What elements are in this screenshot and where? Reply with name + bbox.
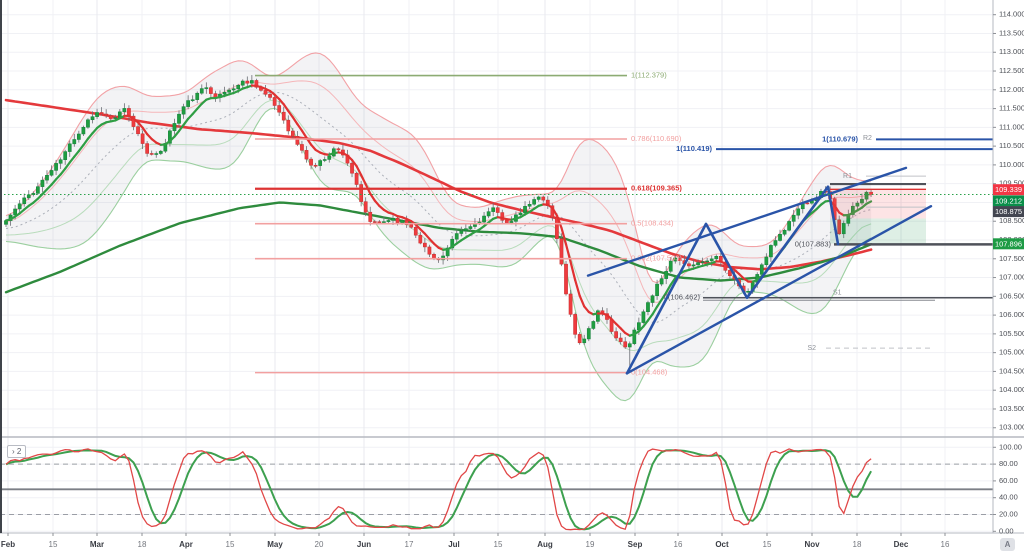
- time-tick-label: 15: [494, 540, 503, 549]
- price-tick-label: 110.000: [999, 160, 1024, 169]
- price-tick-label: 112.000: [999, 85, 1024, 94]
- price-tag-value: 109.212: [995, 196, 1022, 205]
- time-tick-label: Mar: [90, 540, 104, 549]
- blue-fib-label: 1(110.419): [676, 144, 712, 153]
- indicator-collapse-badge[interactable]: › 2: [7, 445, 27, 458]
- time-tick-label: Jun: [357, 540, 371, 549]
- price-tick-label: 107.000: [999, 273, 1024, 282]
- time-tick-label: Aug: [537, 540, 553, 549]
- price-tick-label: 103.500: [999, 404, 1024, 413]
- ma-100-green[interactable]: [4, 201, 873, 294]
- price-tick-label: 104.000: [999, 385, 1024, 394]
- osc-tick-label: 60.00: [999, 476, 1018, 485]
- support-zone[interactable]: [830, 218, 926, 244]
- price-tick-label: 103.000: [999, 423, 1024, 432]
- fib-level-label: 0.382(107.503): [631, 254, 682, 263]
- time-tick-label: Sep: [628, 540, 643, 549]
- osc-tick-label: 0.00: [999, 526, 1014, 535]
- time-tick-label: Nov: [804, 540, 820, 549]
- fib-retracement[interactable]: 1(112.379) 0.786(110.690) 0.618(109.365) 0.…: [255, 71, 682, 377]
- time-tick-label: 20: [315, 540, 324, 549]
- price-zones[interactable]: [830, 182, 926, 244]
- price-tick-label: 104.500: [999, 366, 1024, 375]
- price-tag: [993, 238, 1024, 250]
- oscillator-axis[interactable]: 0.00 20.00 40.00 60.00 80.00 100.00: [993, 442, 1022, 535]
- price-tag-value: 109.339: [995, 185, 1022, 194]
- fib-level-label: 0(104.468): [631, 368, 668, 377]
- fib-level-label: 0.618(109.365): [631, 184, 682, 193]
- time-tick-label: 19: [586, 540, 595, 549]
- price-tick-label: 112.500: [999, 66, 1024, 75]
- time-tick-label: 15: [226, 540, 235, 549]
- zigzag-pattern[interactable]: [625, 185, 840, 375]
- price-tick-label: 113.500: [999, 28, 1024, 37]
- fib-level-label: 0.5(108.434): [631, 219, 674, 228]
- price-tick-label: 108.500: [999, 216, 1024, 225]
- price-tag-value: 107.896: [995, 239, 1022, 248]
- price-tick-label: 109.500: [999, 179, 1024, 188]
- time-axis[interactable]: Feb 15 Mar 18 Apr 15 May 20 Jun 17 Jul 15 Aug 19 Sep 16…: [1, 533, 950, 549]
- blue-fib-label: 1(110.679): [822, 134, 858, 143]
- blue-drawings[interactable]: 1(110.679) R2 1(110.419): [586, 134, 993, 375]
- time-tick-label: 18: [853, 540, 862, 549]
- osc-tick-label: 80.00: [999, 459, 1018, 468]
- price-tick-label: 107.500: [999, 254, 1024, 263]
- price-tick-label: 110.500: [999, 141, 1024, 150]
- time-tick-label: Oct: [715, 540, 729, 549]
- time-tick-label: Dec: [894, 540, 909, 549]
- pivot-side-label: R2: [863, 135, 872, 142]
- resistance-zone[interactable]: [830, 189, 926, 219]
- gray-level-label: 0(106.462): [664, 293, 701, 302]
- price-tick-label: 113.000: [999, 47, 1024, 56]
- price-tick-label: 105.500: [999, 329, 1024, 338]
- stoch-fast-line: [5, 448, 872, 531]
- pivot-side-label: S1: [833, 290, 842, 297]
- price-tag-value: 108.875: [995, 207, 1022, 216]
- stochastic-pane[interactable]: [0, 448, 993, 531]
- time-tick-label: 17: [405, 540, 414, 549]
- osc-tick-label: 20.00: [999, 509, 1018, 518]
- time-tick-label: 15: [763, 540, 772, 549]
- time-tick-label: 16: [941, 540, 950, 549]
- time-tick-label: Apr: [179, 540, 193, 549]
- time-tick-label: 15: [49, 540, 58, 549]
- osc-tick-label: 100.00: [999, 442, 1022, 451]
- price-tick-label: 111.500: [999, 104, 1024, 113]
- price-tick-label: 114.000: [999, 10, 1024, 19]
- broker-logo-badge: A: [1000, 538, 1015, 551]
- time-tick-label: May: [267, 540, 283, 549]
- price-tag: [993, 206, 1024, 218]
- pane-left-edge: [0, 0, 2, 533]
- fib-level-label: 0.786(110.690): [631, 134, 682, 143]
- price-tick-label: 106.000: [999, 310, 1024, 319]
- time-tick-label: Jul: [448, 540, 460, 549]
- osc-tick-label: 40.00: [999, 493, 1018, 502]
- trendline[interactable]: [625, 205, 933, 375]
- fib-level-label: 1(112.379): [631, 71, 667, 80]
- price-tick-label: 111.000: [999, 122, 1024, 131]
- price-tick-label: 106.500: [999, 291, 1024, 300]
- price-tick-label: 105.000: [999, 348, 1024, 357]
- gray-level-label: 0(107.883): [795, 239, 832, 248]
- trendline[interactable]: [586, 166, 908, 277]
- pivot-label: R1: [843, 173, 852, 180]
- time-tick-label: Feb: [1, 540, 15, 549]
- price-tag: [993, 184, 1024, 196]
- pivot-label: S2: [807, 345, 816, 352]
- price-tag: [993, 195, 1024, 207]
- axis-price-tags: 109.339 109.212 108.875 107.896: [993, 184, 1024, 250]
- time-tick-label: 18: [138, 540, 147, 549]
- time-tick-label: 16: [674, 540, 683, 549]
